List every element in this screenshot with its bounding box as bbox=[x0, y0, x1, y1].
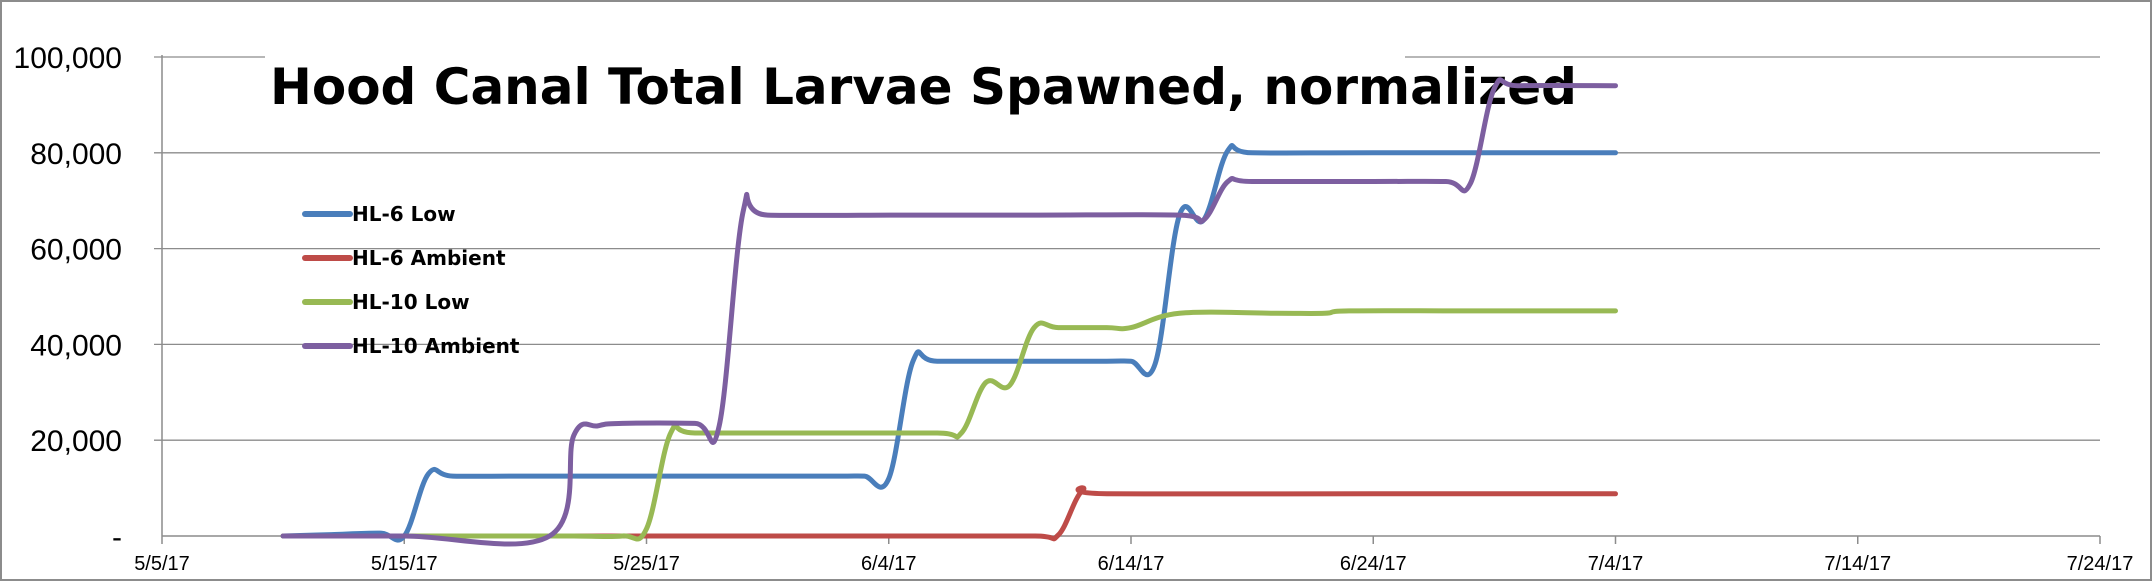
legend: HL-6 Low HL-6 Ambient HL-10 Low HL-10 Ambie… bbox=[302, 202, 520, 358]
x-tick-label: 6/24/17 bbox=[1340, 553, 1407, 575]
y-tick-label: 20,000 bbox=[30, 425, 122, 458]
legend-label-hl-6-low: HL-6 Low bbox=[352, 202, 456, 226]
legend-label-hl-10-low: HL-10 Low bbox=[352, 290, 470, 314]
x-tick-label: 5/5/17 bbox=[134, 553, 190, 575]
x-tick-label: 5/25/17 bbox=[613, 553, 680, 575]
x-tick-label: 5/15/17 bbox=[371, 553, 438, 575]
chart-title: Hood Canal Total Larvae Spawned, normali… bbox=[270, 58, 1577, 116]
series-line-hl-10-ambient bbox=[280, 77, 1618, 547]
series-line-hl-6-low bbox=[280, 143, 1618, 543]
x-tick-label: 6/14/17 bbox=[1098, 553, 1165, 575]
title-background bbox=[265, 40, 1405, 120]
series-line-hl-6-ambient bbox=[280, 485, 1618, 542]
y-tick-label: 60,000 bbox=[30, 234, 122, 267]
series-line-hl-10-low bbox=[280, 308, 1618, 542]
x-tick-label: 7/24/17 bbox=[2067, 553, 2134, 575]
legend-label-hl-10-ambient: HL-10 Ambient bbox=[352, 334, 520, 358]
x-tick-label: 7/4/17 bbox=[1588, 553, 1644, 575]
x-tick-label: 6/4/17 bbox=[861, 553, 917, 575]
x-tick-label: 7/14/17 bbox=[1824, 553, 1891, 575]
legend-label-hl-6-ambient: HL-6 Ambient bbox=[352, 246, 506, 270]
y-tick-label: 40,000 bbox=[30, 329, 122, 362]
y-tick-label: 80,000 bbox=[30, 138, 122, 171]
y-tick-label: 100,000 bbox=[14, 42, 122, 75]
y-tick-label: - bbox=[112, 521, 122, 554]
